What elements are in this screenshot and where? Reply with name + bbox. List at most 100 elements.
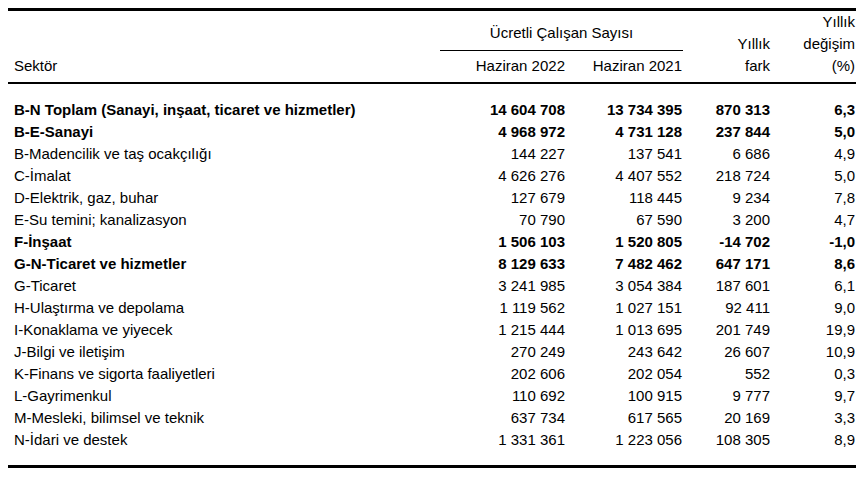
yearly-change-percent-cell: 10,9 xyxy=(771,341,856,363)
sector-cell: J-Bilgi ve iletişim xyxy=(8,341,440,363)
table-row: J-Bilgi ve iletişim270 249243 64226 6071… xyxy=(8,341,856,363)
june-2021-value-cell: 1 013 695 xyxy=(566,319,683,341)
table-row: M-Mesleki, bilimsel ve teknik637 734617 … xyxy=(8,407,856,429)
yearly-difference-cell: -14 702 xyxy=(683,231,771,253)
yearly-change-percent-cell: 4,7 xyxy=(771,209,856,231)
sector-cell: M-Mesleki, bilimsel ve teknik xyxy=(8,407,440,429)
june-2022-value-cell: 1 506 103 xyxy=(440,231,566,253)
table-row: D-Elektrik, gaz, buhar127 679118 4459 23… xyxy=(8,187,856,209)
june-2021-value-cell: 7 482 462 xyxy=(566,253,683,275)
yearly-difference-cell: 237 844 xyxy=(683,121,771,143)
june-2021-value-cell: 67 590 xyxy=(566,209,683,231)
table-row: C-İmalat4 626 2764 407 552218 7245,0 xyxy=(8,165,856,187)
table-row: E-Su temini; kanalizasyon70 79067 5903 2… xyxy=(8,209,856,231)
table-row: G-Ticaret3 241 9853 054 384187 6016,1 xyxy=(8,275,856,297)
june-2021-value-cell: 243 642 xyxy=(566,341,683,363)
june-2021-value-cell: 1 520 805 xyxy=(566,231,683,253)
june-2021-value-cell: 118 445 xyxy=(566,187,683,209)
june-2022-value-cell: 637 734 xyxy=(440,407,566,429)
statistics-table-page: Sektör Ücretli Çalışan Sayısı Yıllık far… xyxy=(0,0,863,468)
yearly-change-percent-cell: 9,0 xyxy=(771,297,856,319)
table-header: Sektör Ücretli Çalışan Sayısı Yıllık far… xyxy=(8,10,856,84)
table-row: I-Konaklama ve yiyecek1 215 4441 013 695… xyxy=(8,319,856,341)
june-2021-value-cell: 100 915 xyxy=(566,385,683,407)
june-2022-value-cell: 4 968 972 xyxy=(440,121,566,143)
sector-cell: I-Konaklama ve yiyecek xyxy=(8,319,440,341)
yearly-difference-cell: 870 313 xyxy=(683,83,771,121)
june-2021-value-cell: 3 054 384 xyxy=(566,275,683,297)
yearly-change-percent-cell: 7,8 xyxy=(771,187,856,209)
yearly-change-percent-cell: 8,6 xyxy=(771,253,856,275)
paid-employee-count-group-header: Ücretli Çalışan Sayısı xyxy=(440,10,683,51)
sector-cell: E-Su temini; kanalizasyon xyxy=(8,209,440,231)
table-row: H-Ulaştırma ve depolama1 119 5621 027 15… xyxy=(8,297,856,319)
yearly-change-percent-cell: 5,0 xyxy=(771,121,856,143)
june-2022-value-cell: 4 626 276 xyxy=(440,165,566,187)
sector-cell: H-Ulaştırma ve depolama xyxy=(8,297,440,319)
yearly-difference-cell: 187 601 xyxy=(683,275,771,297)
june-2021-column-header: Haziran 2021 xyxy=(566,50,683,83)
yearly-change-percent-cell: 5,0 xyxy=(771,165,856,187)
yearly-change-percent-cell: 6,1 xyxy=(771,275,856,297)
table-row: K-Finans ve sigorta faaliyetleri202 6062… xyxy=(8,363,856,385)
yearly-difference-cell: 26 607 xyxy=(683,341,771,363)
table-body: B-N Toplam (Sanayi, inşaat, ticaret ve h… xyxy=(8,83,856,467)
sector-cell: B-N Toplam (Sanayi, inşaat, ticaret ve h… xyxy=(8,83,440,121)
june-2022-value-cell: 270 249 xyxy=(440,341,566,363)
yearly-difference-cell: 92 411 xyxy=(683,297,771,319)
yearly-difference-cell: 6 686 xyxy=(683,143,771,165)
june-2021-value-cell: 617 565 xyxy=(566,407,683,429)
yearly-change-percent-cell: 6,3 xyxy=(771,83,856,121)
yearly-difference-cell: 3 200 xyxy=(683,209,771,231)
yearly-change-percent-header: Yıllık değişim (%) xyxy=(771,10,856,84)
june-2021-value-cell: 4 407 552 xyxy=(566,165,683,187)
yearly-change-percent-cell: 19,9 xyxy=(771,319,856,341)
june-2022-value-cell: 1 331 361 xyxy=(440,429,566,467)
yearly-difference-cell: 647 171 xyxy=(683,253,771,275)
sector-cell: F-İnşaat xyxy=(8,231,440,253)
june-2021-value-cell: 137 541 xyxy=(566,143,683,165)
june-2022-value-cell: 127 679 xyxy=(440,187,566,209)
june-2022-column-header: Haziran 2022 xyxy=(440,50,566,83)
yearly-change-percent-cell: 3,3 xyxy=(771,407,856,429)
sector-cell: N-İdari ve destek xyxy=(8,429,440,467)
june-2022-value-cell: 14 604 708 xyxy=(440,83,566,121)
june-2021-value-cell: 1 027 151 xyxy=(566,297,683,319)
yearly-change-percent-cell: -1,0 xyxy=(771,231,856,253)
june-2022-value-cell: 70 790 xyxy=(440,209,566,231)
table-row: L-Gayrimenkul110 692100 9159 7779,7 xyxy=(8,385,856,407)
table-row: F-İnşaat1 506 1031 520 805-14 702-1,0 xyxy=(8,231,856,253)
paid-employees-table: Sektör Ücretli Çalışan Sayısı Yıllık far… xyxy=(8,8,856,468)
june-2021-value-cell: 4 731 128 xyxy=(566,121,683,143)
june-2022-value-cell: 3 241 985 xyxy=(440,275,566,297)
june-2021-value-cell: 13 734 395 xyxy=(566,83,683,121)
june-2022-value-cell: 144 227 xyxy=(440,143,566,165)
table-row: N-İdari ve destek1 331 3611 223 056108 3… xyxy=(8,429,856,467)
yearly-change-percent-cell: 8,9 xyxy=(771,429,856,467)
sector-cell: G-Ticaret xyxy=(8,275,440,297)
table-row: B-Madencilik ve taş ocakçılığı144 227137… xyxy=(8,143,856,165)
sector-cell: B-Madencilik ve taş ocakçılığı xyxy=(8,143,440,165)
yearly-difference-cell: 20 169 xyxy=(683,407,771,429)
sector-cell: B-E-Sanayi xyxy=(8,121,440,143)
yearly-difference-cell: 552 xyxy=(683,363,771,385)
june-2022-value-cell: 1 119 562 xyxy=(440,297,566,319)
june-2022-value-cell: 1 215 444 xyxy=(440,319,566,341)
june-2022-value-cell: 110 692 xyxy=(440,385,566,407)
yearly-change-percent-cell: 0,3 xyxy=(771,363,856,385)
june-2021-value-cell: 1 223 056 xyxy=(566,429,683,467)
yearly-difference-cell: 9 777 xyxy=(683,385,771,407)
sector-column-header: Sektör xyxy=(8,10,440,84)
june-2022-value-cell: 202 606 xyxy=(440,363,566,385)
yearly-difference-cell: 9 234 xyxy=(683,187,771,209)
june-2022-value-cell: 8 129 633 xyxy=(440,253,566,275)
yearly-change-percent-cell: 4,9 xyxy=(771,143,856,165)
yearly-difference-cell: 218 724 xyxy=(683,165,771,187)
sector-cell: D-Elektrik, gaz, buhar xyxy=(8,187,440,209)
sector-cell: K-Finans ve sigorta faaliyetleri xyxy=(8,363,440,385)
sector-cell: L-Gayrimenkul xyxy=(8,385,440,407)
sector-cell: C-İmalat xyxy=(8,165,440,187)
yearly-difference-cell: 201 749 xyxy=(683,319,771,341)
table-row: G-N-Ticaret ve hizmetler8 129 6337 482 4… xyxy=(8,253,856,275)
yearly-change-percent-cell: 9,7 xyxy=(771,385,856,407)
